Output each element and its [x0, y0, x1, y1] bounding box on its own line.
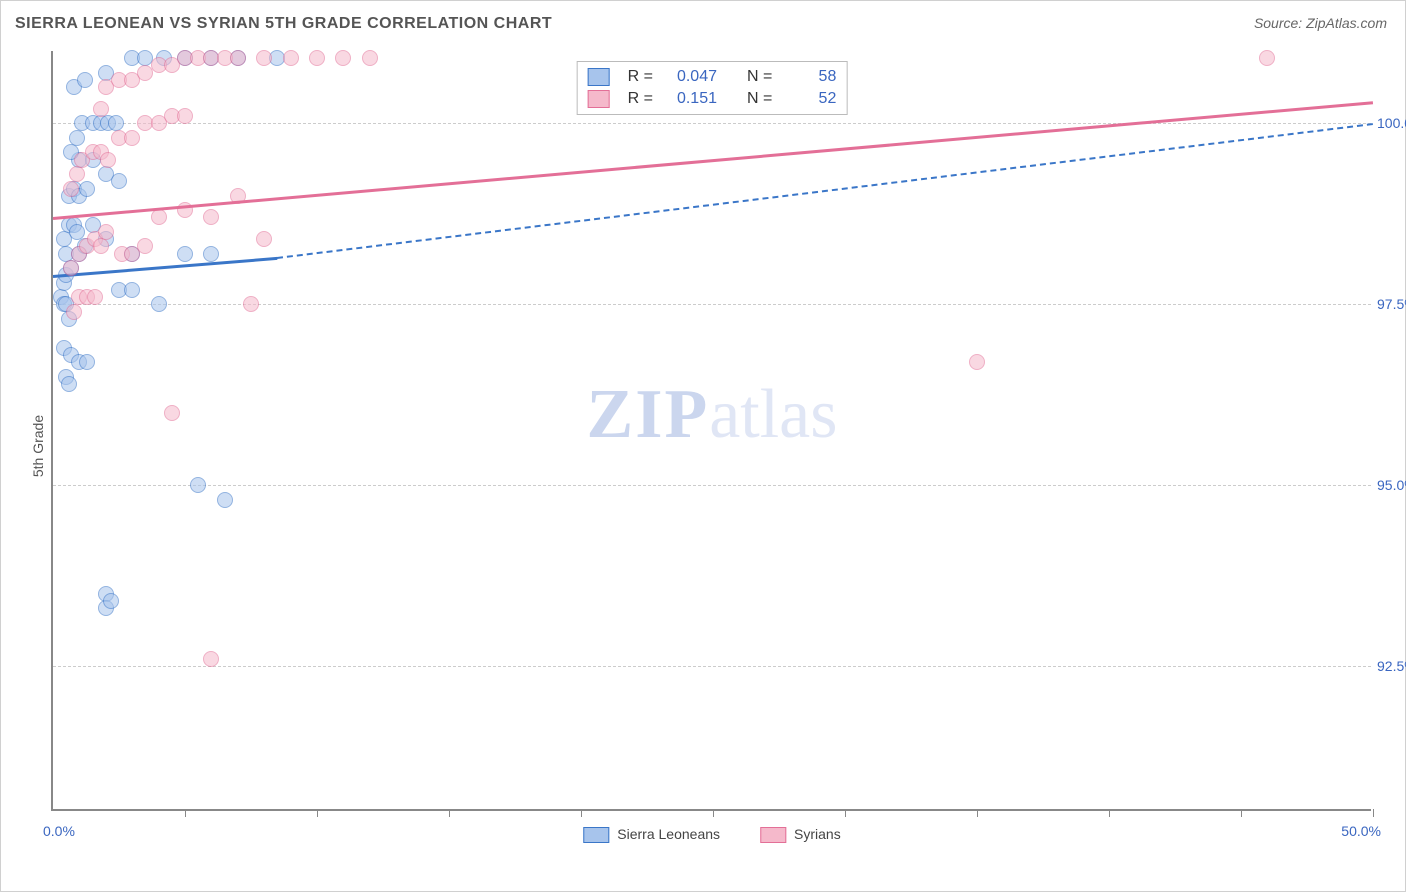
x-tick [1109, 809, 1110, 817]
gridline-h [53, 123, 1371, 124]
data-point [103, 593, 119, 609]
legend-item: Sierra Leoneans [583, 826, 720, 843]
stats-row: R = 0.047 N = 58 [588, 66, 837, 88]
data-point [243, 296, 259, 312]
data-point [151, 296, 167, 312]
x-tick [977, 809, 978, 817]
legend-swatch [588, 90, 610, 108]
data-point [69, 130, 85, 146]
data-point [177, 108, 193, 124]
chart-container: SIERRA LEONEAN VS SYRIAN 5TH GRADE CORRE… [0, 0, 1406, 892]
y-tick-label: 92.5% [1377, 658, 1406, 674]
data-point [203, 209, 219, 225]
source-label: Source: ZipAtlas.com [1254, 15, 1387, 31]
x-tick [581, 809, 582, 817]
data-point [111, 173, 127, 189]
stat-n-value: 52 [782, 90, 836, 108]
legend-label: Sierra Leoneans [617, 826, 720, 842]
watermark-atlas: atlas [709, 376, 837, 453]
x-tick [713, 809, 714, 817]
x-tick [1241, 809, 1242, 817]
data-point [61, 376, 77, 392]
x-tick [185, 809, 186, 817]
data-point [151, 209, 167, 225]
data-point [63, 181, 79, 197]
stat-n-label: N = [747, 68, 772, 86]
data-point [309, 50, 325, 66]
data-point [100, 152, 116, 168]
x-axis-max-label: 50.0% [1341, 823, 1381, 839]
x-tick [317, 809, 318, 817]
data-point [230, 50, 246, 66]
trend-line [53, 257, 278, 278]
data-point [63, 260, 79, 276]
x-tick [845, 809, 846, 817]
data-point [98, 224, 114, 240]
data-point [164, 405, 180, 421]
data-point [69, 166, 85, 182]
y-tick-label: 97.5% [1377, 296, 1406, 312]
legend-swatch [588, 68, 610, 86]
data-point [969, 354, 985, 370]
data-point [124, 130, 140, 146]
legend-item: Syrians [760, 826, 841, 843]
x-tick [1373, 809, 1374, 817]
data-point [1259, 50, 1275, 66]
trend-line [277, 123, 1373, 259]
data-point [87, 289, 103, 305]
data-point [77, 72, 93, 88]
x-tick [449, 809, 450, 817]
data-point [66, 304, 82, 320]
legend-swatch [583, 827, 609, 843]
legend-bottom: Sierra Leoneans Syrians [583, 826, 840, 843]
data-point [108, 115, 124, 131]
data-point [93, 101, 109, 117]
x-axis-min-label: 0.0% [43, 823, 75, 839]
data-point [362, 50, 378, 66]
data-point [203, 651, 219, 667]
gridline-h [53, 485, 1371, 486]
watermark-zip: ZIP [587, 376, 710, 453]
stat-r-value: 0.151 [663, 90, 717, 108]
data-point [203, 246, 219, 262]
stats-row: R = 0.151 N = 52 [588, 88, 837, 110]
data-point [79, 181, 95, 197]
data-point [256, 50, 272, 66]
stats-legend-box: R = 0.047 N = 58 R = 0.151 N = 52 [577, 61, 848, 115]
data-point [124, 282, 140, 298]
data-point [256, 231, 272, 247]
data-point [283, 50, 299, 66]
stat-n-label: N = [747, 90, 772, 108]
stat-n-value: 58 [782, 68, 836, 86]
stat-r-label: R = [628, 90, 653, 108]
y-tick-label: 100.0% [1377, 115, 1406, 131]
stat-r-value: 0.047 [663, 68, 717, 86]
watermark: ZIPatlas [587, 375, 838, 455]
data-point [79, 354, 95, 370]
y-tick-label: 95.0% [1377, 477, 1406, 493]
legend-label: Syrians [794, 826, 841, 842]
data-point [93, 238, 109, 254]
plot-area: ZIPatlas R =0.047N =58R =0.151N =52 0.0%… [51, 51, 1371, 811]
data-point [177, 246, 193, 262]
gridline-h [53, 666, 1371, 667]
data-point [335, 50, 351, 66]
y-axis-label: 5th Grade [30, 415, 46, 477]
legend-swatch [760, 827, 786, 843]
stat-r-label: R = [628, 68, 653, 86]
data-point [190, 477, 206, 493]
chart-title: SIERRA LEONEAN VS SYRIAN 5TH GRADE CORRE… [15, 15, 552, 33]
data-point [69, 224, 85, 240]
data-point [217, 492, 233, 508]
data-point [137, 238, 153, 254]
